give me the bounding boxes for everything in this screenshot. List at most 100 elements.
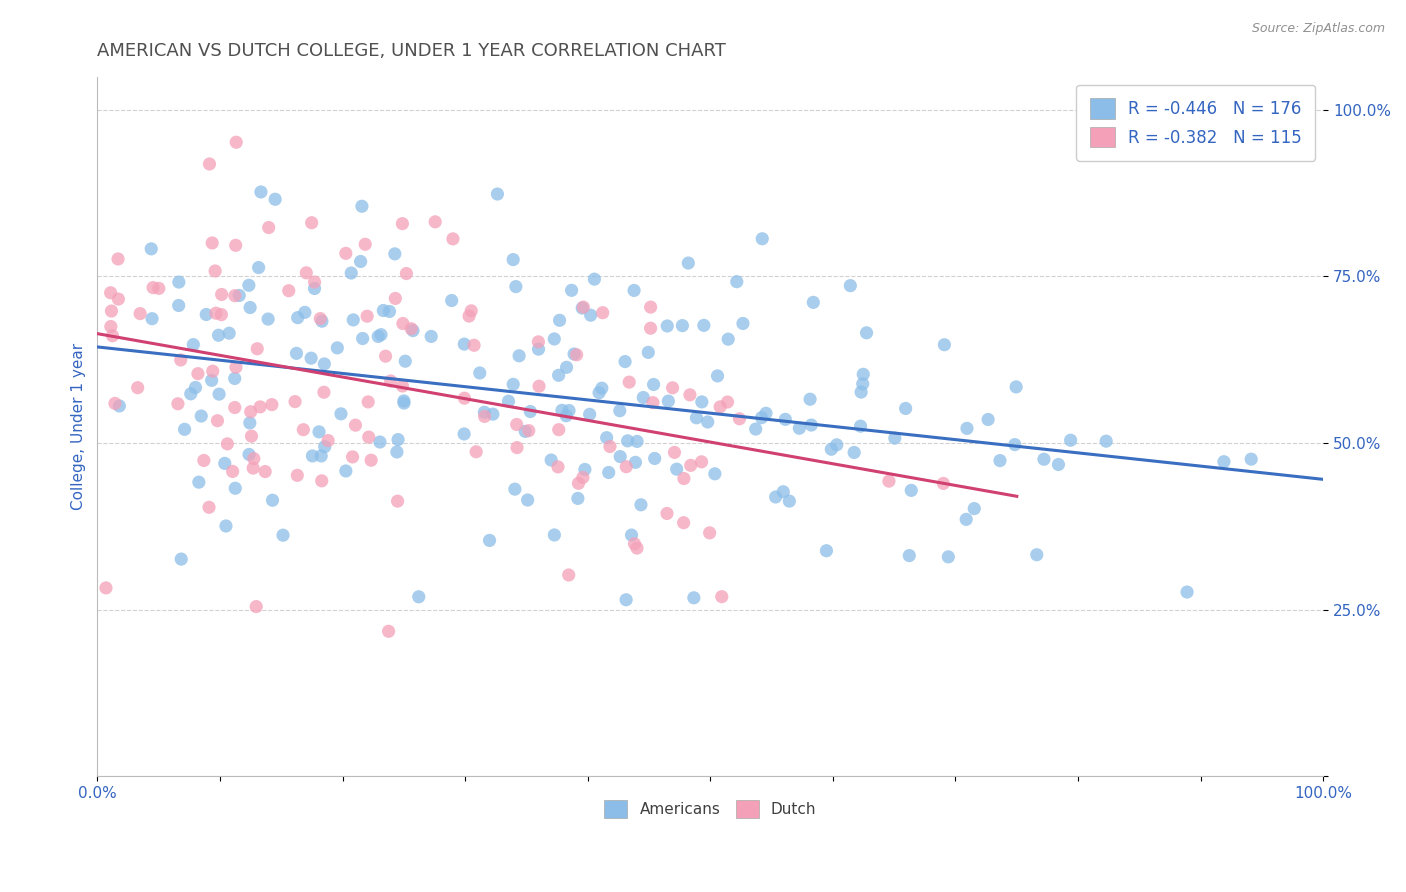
Point: [626, 541, 648, 555]
Point: [799, 392, 821, 407]
Point: [498, 394, 520, 409]
Point: [849, 385, 872, 400]
Point: [301, 449, 323, 463]
Point: [357, 430, 380, 444]
Point: [502, 252, 524, 267]
Point: [335, 464, 357, 478]
Point: [392, 317, 415, 331]
Text: Source: ZipAtlas.com: Source: ZipAtlas.com: [1251, 22, 1385, 36]
Point: [387, 494, 409, 508]
Text: AMERICAN VS DUTCH COLLEGE, UNDER 1 YEAR CORRELATION CHART: AMERICAN VS DUTCH COLLEGE, UNDER 1 YEAR …: [97, 42, 727, 60]
Point: [463, 338, 485, 352]
Point: [349, 254, 371, 268]
Point: [548, 313, 571, 327]
Point: [956, 421, 979, 435]
Point: [201, 235, 224, 250]
Point: [247, 260, 270, 275]
Point: [214, 456, 236, 470]
Point: [304, 281, 326, 295]
Point: [218, 326, 240, 341]
Point: [264, 192, 287, 206]
Point: [849, 419, 872, 434]
Point: [271, 528, 294, 542]
Point: [543, 332, 565, 346]
Point: [287, 310, 309, 325]
Point: [295, 266, 318, 280]
Point: [637, 345, 659, 359]
Point: [94, 581, 117, 595]
Point: [224, 401, 246, 415]
Point: [591, 381, 613, 395]
Point: [221, 464, 243, 478]
Point: [340, 266, 363, 280]
Point: [225, 360, 247, 375]
Point: [502, 377, 524, 392]
Point: [420, 329, 443, 343]
Point: [883, 431, 905, 445]
Point: [852, 368, 875, 382]
Point: [626, 434, 648, 449]
Point: [630, 498, 652, 512]
Point: [516, 493, 538, 508]
Point: [243, 451, 266, 466]
Point: [703, 467, 725, 481]
Point: [127, 381, 149, 395]
Point: [555, 409, 578, 423]
Point: [193, 453, 215, 467]
Point: [262, 493, 284, 508]
Point: [547, 459, 569, 474]
Point: [598, 466, 620, 480]
Point: [820, 442, 842, 457]
Point: [671, 318, 693, 333]
Point: [547, 368, 569, 383]
Point: [425, 215, 447, 229]
Point: [852, 376, 875, 391]
Point: [717, 332, 740, 346]
Point: [551, 403, 574, 417]
Point: [368, 435, 391, 450]
Point: [515, 425, 537, 439]
Point: [458, 309, 481, 323]
Point: [342, 450, 364, 464]
Point: [547, 423, 569, 437]
Point: [187, 367, 209, 381]
Point: [558, 403, 581, 417]
Point: [1213, 455, 1236, 469]
Point: [141, 242, 163, 256]
Point: [855, 326, 877, 340]
Point: [104, 396, 127, 410]
Point: [316, 434, 339, 448]
Point: [614, 459, 637, 474]
Point: [800, 417, 823, 432]
Point: [335, 246, 357, 260]
Point: [217, 437, 239, 451]
Point: [170, 552, 193, 566]
Point: [574, 462, 596, 476]
Point: [314, 440, 336, 454]
Point: [257, 220, 280, 235]
Point: [399, 322, 422, 336]
Point: [486, 187, 509, 202]
Point: [277, 284, 299, 298]
Point: [1047, 458, 1070, 472]
Point: [100, 285, 122, 300]
Y-axis label: College, Under 1 year: College, Under 1 year: [72, 343, 86, 510]
Point: [250, 185, 273, 199]
Point: [755, 406, 778, 420]
Point: [238, 278, 260, 293]
Point: [801, 295, 824, 310]
Point: [181, 337, 204, 351]
Point: [408, 590, 430, 604]
Point: [765, 490, 787, 504]
Point: [107, 252, 129, 266]
Point: [614, 592, 637, 607]
Point: [225, 238, 247, 252]
Point: [789, 421, 811, 435]
Point: [374, 349, 396, 363]
Point: [640, 300, 662, 314]
Point: [562, 347, 585, 361]
Point: [453, 337, 475, 351]
Point: [710, 590, 733, 604]
Point: [633, 391, 655, 405]
Legend: Americans, Dutch: Americans, Dutch: [598, 794, 823, 824]
